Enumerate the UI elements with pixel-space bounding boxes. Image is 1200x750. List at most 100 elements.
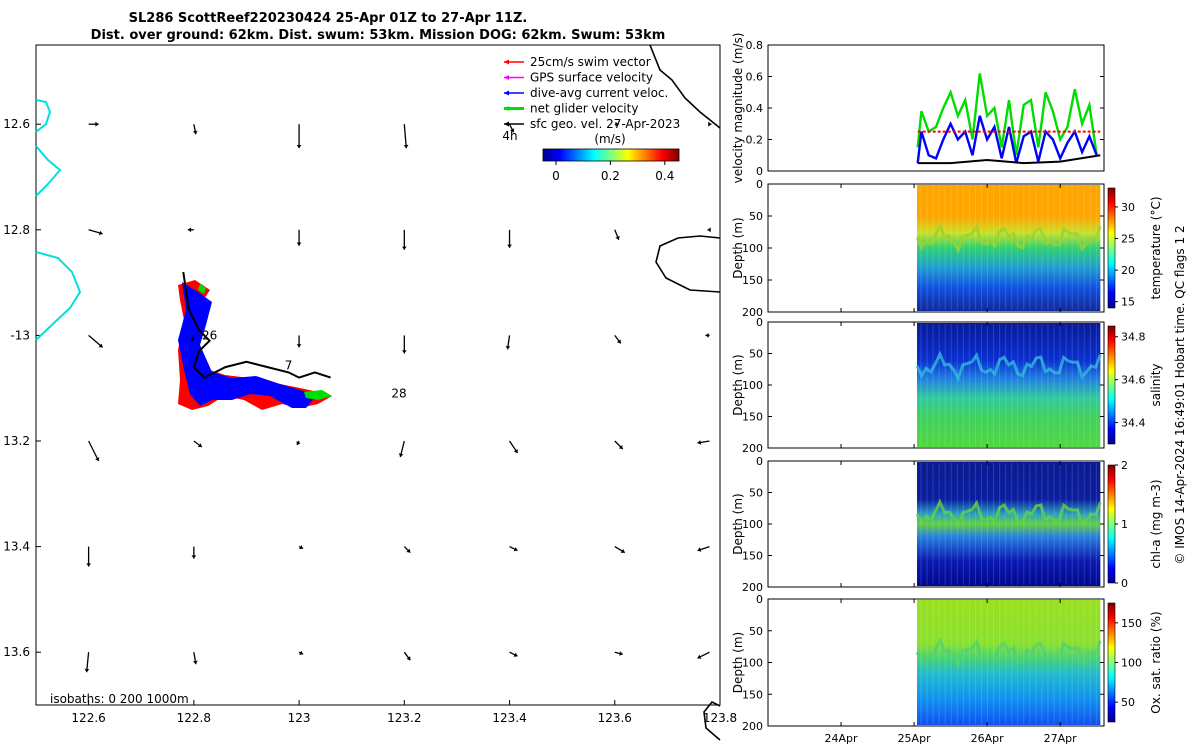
section-data-field <box>915 185 1102 311</box>
x-tick-label: 27Apr <box>1044 732 1078 745</box>
x-tick-label: 26Apr <box>971 732 1005 745</box>
velocity-vector <box>296 440 301 446</box>
figure-title: SL286 ScottReef220230424 25-Apr 01Z to 2… <box>129 11 528 26</box>
day-labels: 26 7 28 <box>202 328 407 400</box>
colorbar-gradient <box>1107 187 1116 309</box>
x-tick-label: 25Apr <box>898 732 932 745</box>
colorbar-tick-label: 0.4 <box>655 169 674 183</box>
colorbar-tick-label: 0 <box>1121 577 1128 590</box>
colorbar-tick-label: 34.8 <box>1121 331 1146 344</box>
velocity-vector <box>296 335 302 348</box>
section-y-ticks: 0 50 100 150 200 <box>742 316 1104 455</box>
velocity-vector <box>398 440 405 458</box>
velocity-vector <box>86 546 91 567</box>
velocity-vector <box>296 229 302 246</box>
colorbar-unit: (m/s) <box>594 132 625 146</box>
x-tick-label: 123.6 <box>598 711 632 725</box>
y-tick-label: 0.2 <box>746 134 764 147</box>
y-tick-label: 100 <box>742 242 763 255</box>
y-tick-label: 0.6 <box>746 71 764 84</box>
section-data-field <box>915 323 1102 447</box>
net-glider-velocity-swath <box>304 390 332 400</box>
colorbar-tick-label: 20 <box>1121 264 1135 277</box>
section-ylabel: Depth (m) <box>731 632 745 693</box>
map-x-ticks: 122.6 122.8 123 123.2 123.4 123.6 123.8 <box>71 700 737 725</box>
section-y-ticks: 0 50 100 150 200 <box>742 593 1104 733</box>
y-tick-label: 100 <box>742 379 763 392</box>
legend-arrowhead <box>504 75 509 80</box>
isobath-line <box>649 44 721 129</box>
y-tick-label: 150 <box>742 688 763 701</box>
colorbar-label: Ox. sat. ratio (%) <box>1149 611 1163 713</box>
section-y-ticks: 0 50 100 150 200 <box>742 455 1104 594</box>
legend-arrowhead <box>504 121 509 127</box>
y-tick-label: 200 <box>742 442 763 455</box>
colorbar-gradient <box>542 148 680 162</box>
section-colorbar: 34.4 34.6 34.8 <box>1107 325 1146 445</box>
isobath-line <box>703 700 721 741</box>
isobath-line <box>655 235 721 293</box>
legend-label: GPS surface velocity <box>530 71 653 85</box>
velocity-vector <box>191 546 197 559</box>
legend-arrowhead <box>504 59 509 65</box>
velocity-vector <box>507 229 512 248</box>
velocity-vector <box>402 229 407 250</box>
y-tick-label: 13.6 <box>3 645 30 659</box>
colorbar-label: temperature (°C) <box>1149 197 1163 300</box>
colorbar-gradient <box>1107 325 1116 445</box>
section-panel-chla: 0 50 100 150 200 Depth (m) 0 1 2 chl-a (mg m-3) <box>731 455 1163 594</box>
velocity-vector <box>88 229 103 236</box>
colorbar-tick-label: 1 <box>1121 518 1128 531</box>
velocity-vector <box>298 650 304 655</box>
velocity-vector <box>403 651 411 661</box>
y-tick-label: 50 <box>749 487 763 500</box>
velocity-y-ticks: 0 0.2 0.4 0.6 0.8 <box>746 39 1104 178</box>
velocity-panel: 0 0.2 0.4 0.6 0.8 velocity magnitude (m/s) <box>731 33 1105 183</box>
map-panel: 122.6 122.8 123 123.2 123.4 123.6 123.8 12.612… <box>3 44 737 741</box>
figure-subtitle: Dist. over ground: 62km. Dist. swum: 53k… <box>91 28 666 43</box>
day-label: 7 <box>285 358 293 372</box>
velocity-vector <box>190 335 196 342</box>
colorbar-gradient <box>1107 464 1116 584</box>
legend-label: dive-avg current veloc. <box>530 86 668 100</box>
y-tick-label: 13.2 <box>3 434 30 448</box>
dive-avg-current-swath <box>178 282 316 408</box>
section-y-ticks: 0 50 100 150 200 <box>742 178 1104 319</box>
velocity-vector <box>403 124 409 149</box>
y-tick-label: 0 <box>756 455 763 468</box>
legend-label: sfc geo. vel. 27-Apr-2023 <box>530 117 680 131</box>
velocity-vector <box>509 546 518 552</box>
map-colorbar: (m/s) 0 0.2 0.4 <box>542 132 680 183</box>
y-tick-label: 100 <box>742 657 763 670</box>
velocity-vector <box>192 124 198 135</box>
y-tick-label: -13 <box>10 328 30 342</box>
velocity-vector <box>614 440 624 450</box>
velocity-vector <box>614 546 626 554</box>
velocity-vector <box>84 652 90 673</box>
colorbar-tick-label: 50 <box>1121 696 1135 709</box>
velocity-vector <box>614 335 622 344</box>
velocity-vector <box>402 335 407 354</box>
y-tick-label: 0.4 <box>746 102 764 115</box>
y-tick-label: 50 <box>749 210 763 223</box>
y-tick-label: 50 <box>749 625 763 638</box>
velocity-vector <box>88 334 104 348</box>
velocity-vector <box>403 546 411 554</box>
legend-arrowhead <box>504 106 509 111</box>
day-label: 28 <box>391 386 406 400</box>
section-interface-line <box>915 350 1102 383</box>
section-interface-line <box>915 222 1102 254</box>
velocity-series-line <box>916 115 1098 164</box>
y-tick-label: 0 <box>756 178 763 191</box>
colorbar-tick-label: 2 <box>1121 459 1128 472</box>
colorbar-tick-label: 150 <box>1121 617 1142 630</box>
section-colorbar: 0 1 2 <box>1107 459 1128 590</box>
velocity-vector <box>187 227 194 233</box>
x-tick-label: 122.6 <box>71 711 105 725</box>
section-panel-salinity: 0 50 100 150 200 Depth (m) 34.4 34.6 34.8 salinit… <box>731 316 1163 455</box>
colorbar-tick-label: 15 <box>1121 296 1135 309</box>
velocity-vector <box>708 121 712 127</box>
y-tick-label: 13.4 <box>3 540 30 554</box>
